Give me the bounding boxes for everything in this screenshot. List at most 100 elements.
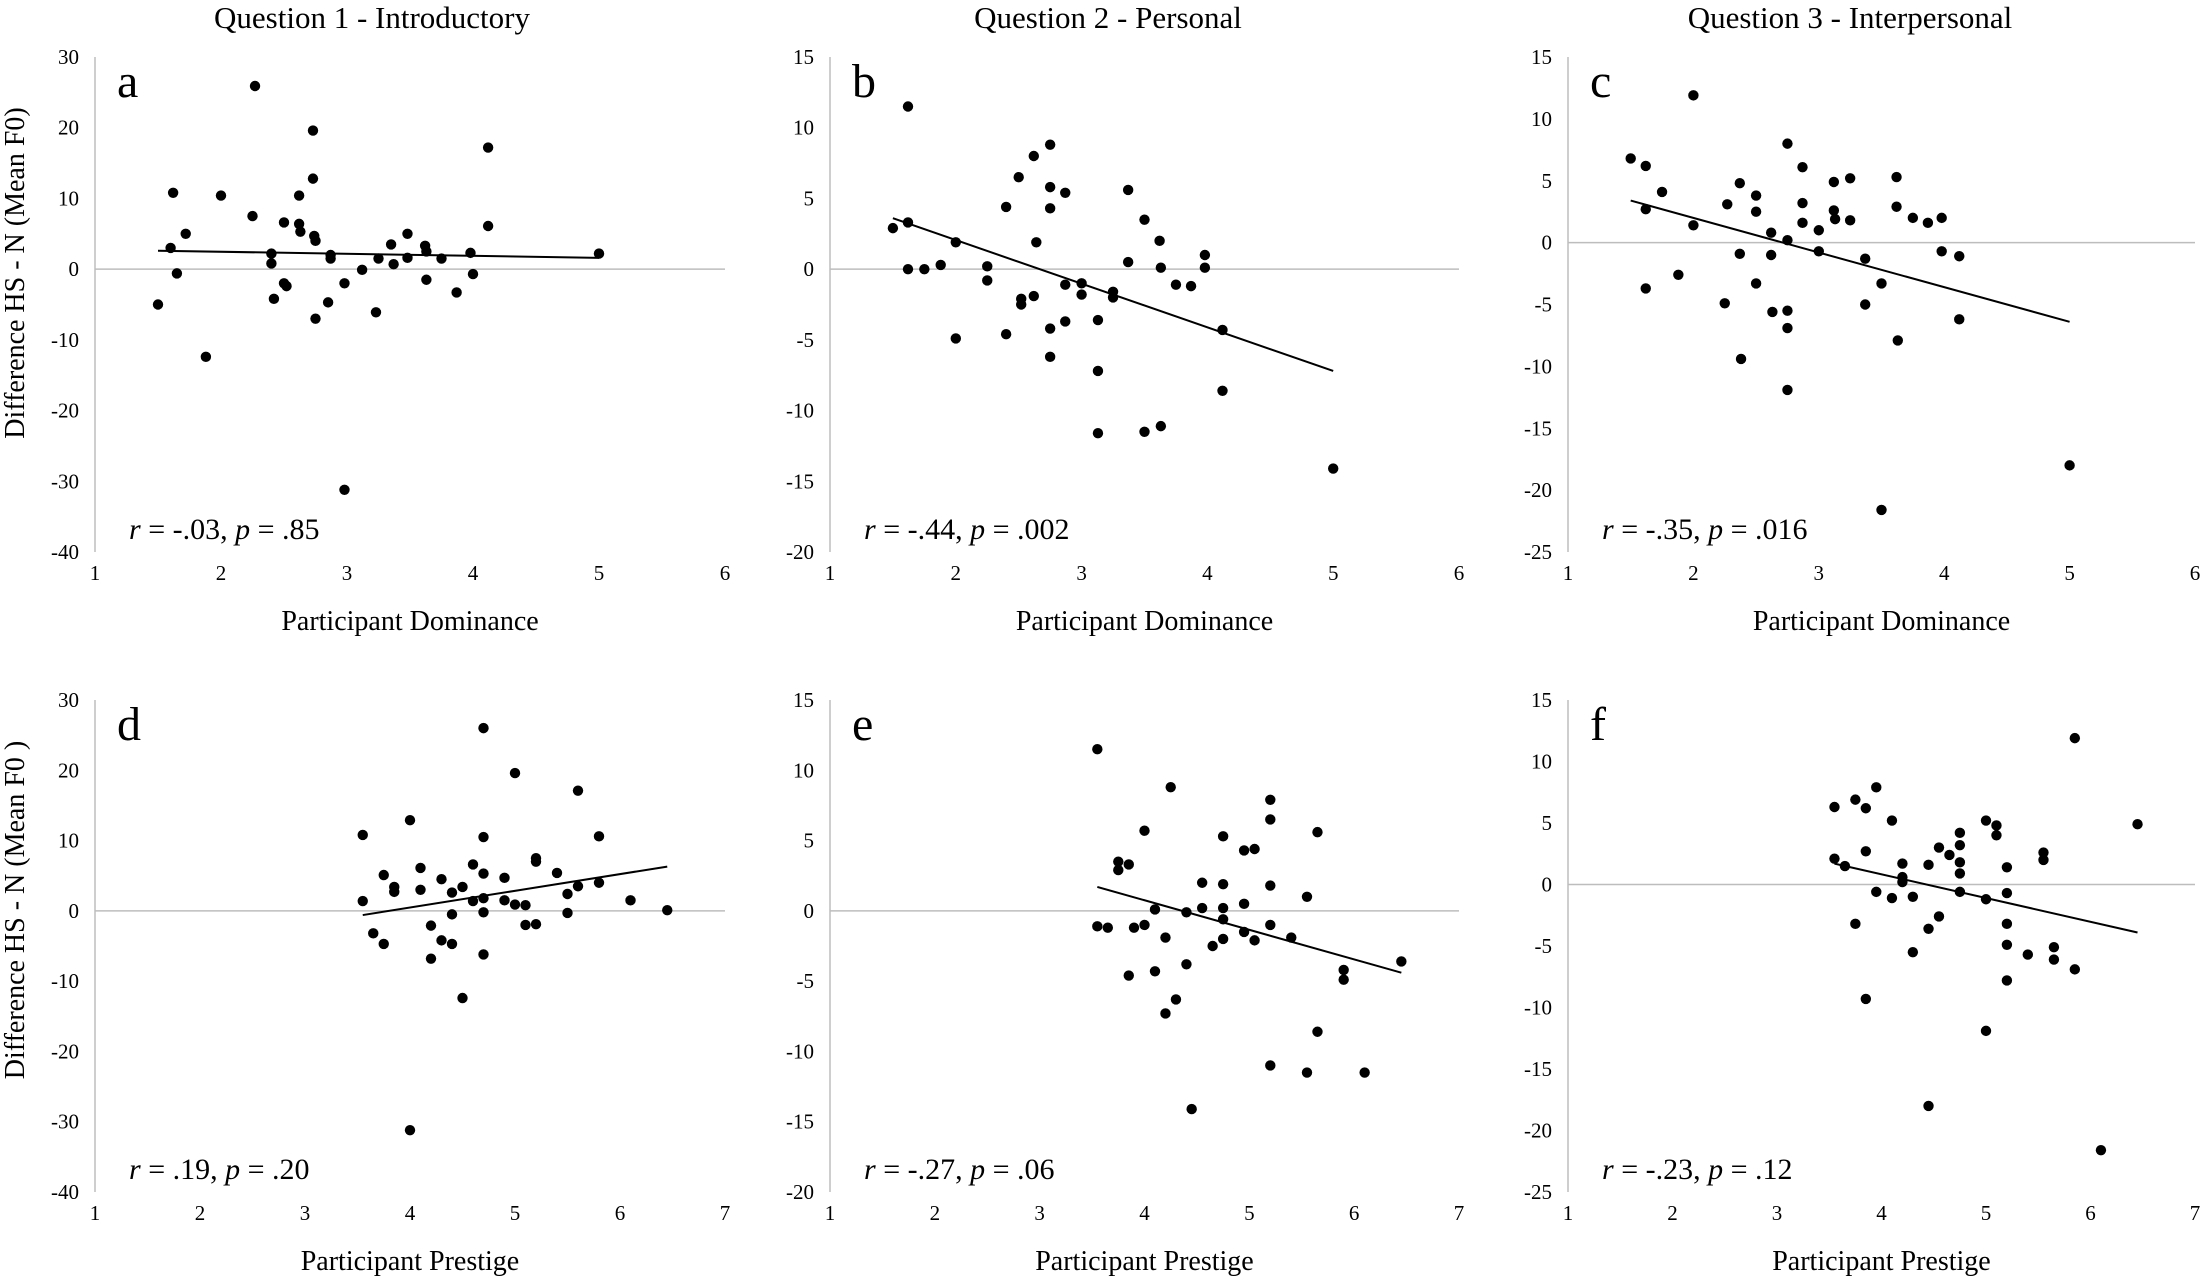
y-tick-label: -40 <box>51 1180 79 1204</box>
data-point <box>1092 365 1104 377</box>
data-point <box>1933 842 1945 853</box>
data-point <box>293 190 305 201</box>
data-point <box>1031 237 1042 248</box>
x-tick-label: 4 <box>468 561 479 585</box>
data-point <box>662 904 673 916</box>
data-point <box>1265 919 1276 931</box>
data-point <box>1876 278 1887 289</box>
data-point <box>1860 846 1872 857</box>
x-tick-label: 1 <box>1563 561 1574 585</box>
data-point <box>499 895 510 906</box>
y-tick-label: 15 <box>793 45 814 69</box>
data-point <box>1828 176 1840 188</box>
data-point <box>1734 248 1745 259</box>
y-tick-label: 15 <box>793 688 814 712</box>
data-point <box>436 253 447 264</box>
data-point <box>551 867 563 879</box>
x-tick-label: 2 <box>195 1201 206 1225</box>
data-point <box>1688 90 1699 101</box>
data-point <box>1396 956 1407 967</box>
x-tick-label: 1 <box>90 1201 101 1225</box>
y-tick-label: -15 <box>1524 416 1552 440</box>
y-tick-label: 10 <box>1531 750 1552 774</box>
data-point <box>2001 939 2013 950</box>
stat-r-label: r <box>864 513 876 546</box>
data-point <box>295 226 306 237</box>
y-tick-label: 5 <box>804 186 815 210</box>
y-tick-label: -20 <box>1524 478 1552 502</box>
data-point <box>357 895 368 907</box>
correlation-stat: r = -.23, p = .12 <box>1602 1153 1793 1186</box>
data-point <box>1044 351 1056 363</box>
x-tick-label: 6 <box>2190 561 2201 585</box>
data-point <box>446 938 458 950</box>
data-point <box>1871 886 1882 898</box>
data-point <box>415 862 426 874</box>
data-point <box>1149 966 1161 977</box>
x-tick-label: 6 <box>615 1201 626 1225</box>
data-point <box>278 217 290 228</box>
y-tick-label: 5 <box>1542 169 1553 193</box>
data-point <box>1139 825 1150 836</box>
data-point <box>1829 213 1841 225</box>
x-tick-label: 1 <box>825 561 836 585</box>
data-point <box>1139 214 1150 225</box>
data-point <box>1092 314 1104 326</box>
x-axis-label: Participant Prestige <box>1772 1246 1991 1277</box>
data-point <box>247 210 258 222</box>
x-tick-label: 5 <box>1328 561 1339 585</box>
x-tick-label: 1 <box>1563 1201 1574 1225</box>
y-tick-label: 0 <box>1542 231 1553 255</box>
x-tick-label: 2 <box>216 561 227 585</box>
data-point <box>467 895 479 907</box>
y-tick-label: -10 <box>51 328 79 352</box>
stat-p-label: p <box>1706 513 1723 546</box>
data-point <box>1113 856 1124 867</box>
data-point <box>1217 831 1229 842</box>
correlation-stat: r = .19, p = .20 <box>129 1153 310 1186</box>
data-point <box>1155 420 1167 432</box>
x-axis-label: Participant Dominance <box>281 606 538 637</box>
data-point <box>1844 173 1856 184</box>
y-tick-label: -25 <box>1524 1180 1552 1204</box>
stat-r-label: r <box>129 1153 141 1186</box>
y-tick-label: -15 <box>786 1110 814 1134</box>
x-tick-label: 7 <box>2190 1201 2201 1225</box>
data-point <box>446 909 458 920</box>
data-point <box>1991 830 2002 841</box>
data-point <box>2069 964 2081 975</box>
data-point <box>1000 329 1012 340</box>
data-point <box>1991 820 2002 831</box>
data-point <box>325 253 336 264</box>
data-point <box>1301 1067 1313 1078</box>
x-tick-label: 1 <box>825 1201 836 1225</box>
scatter-panel-d: -40 -30 -20 -10 0 10 20 30 1 2 3 4 5 6 7 Participant Pr… <box>51 688 730 1277</box>
data-point <box>165 242 176 254</box>
y-tick-label: -5 <box>797 969 815 993</box>
y-tick-label: -10 <box>51 969 79 993</box>
data-point <box>322 297 334 308</box>
data-point <box>268 293 280 305</box>
data-point <box>520 919 531 931</box>
data-point <box>307 173 319 184</box>
column-title-3: Question 3 - Interpersonal <box>1688 0 2013 35</box>
x-tick-label: 3 <box>300 1201 311 1225</box>
data-point <box>436 935 447 946</box>
data-point <box>2132 819 2143 830</box>
data-point <box>950 237 961 248</box>
column-title-2: Question 2 - Personal <box>974 0 1242 35</box>
x-tick-label: 2 <box>1688 561 1699 585</box>
data-point <box>1217 902 1229 914</box>
y-tick-label: 0 <box>69 257 80 281</box>
y-tick-label: 0 <box>1542 873 1553 897</box>
y-tick-label: -30 <box>51 469 79 493</box>
data-point <box>1122 184 1134 196</box>
data-point <box>1128 922 1140 933</box>
data-point <box>1722 199 1733 210</box>
data-point <box>919 263 930 275</box>
y-tick-label: -20 <box>1524 1119 1552 1143</box>
data-point <box>1196 877 1208 888</box>
data-point <box>1013 172 1024 183</box>
data-point <box>1767 306 1778 318</box>
data-point <box>1673 269 1684 280</box>
